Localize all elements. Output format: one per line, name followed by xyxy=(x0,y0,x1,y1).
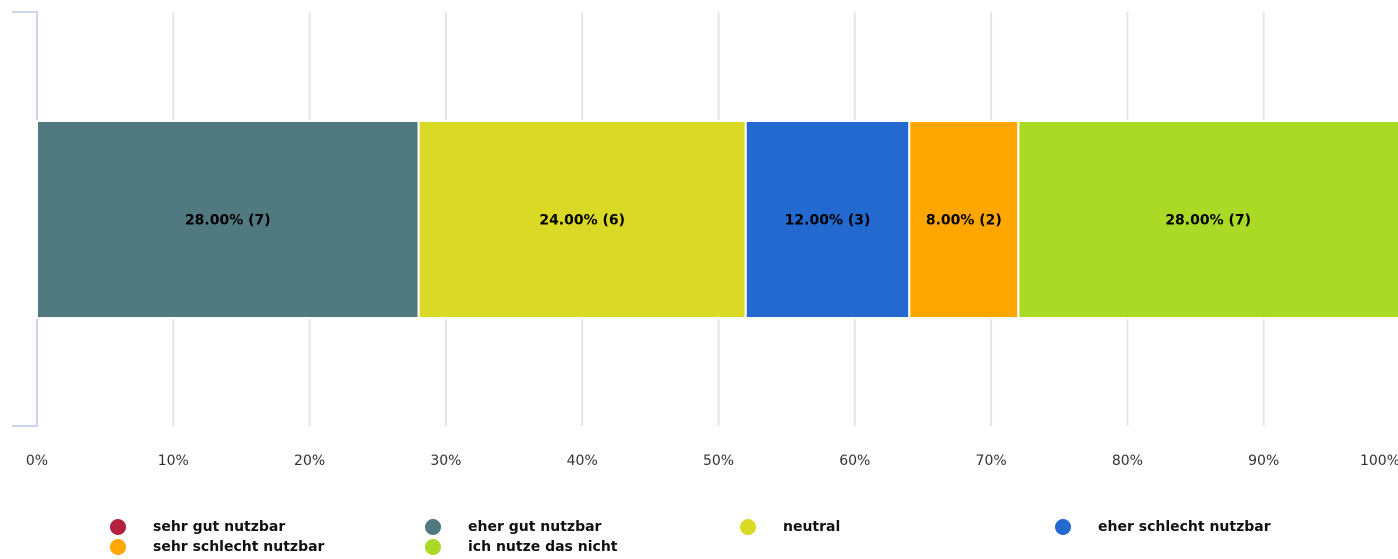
bar-segment[interactable] xyxy=(908,120,1020,319)
legend-item[interactable]: neutral xyxy=(740,517,840,537)
legend-item[interactable]: ich nutze das nicht xyxy=(425,537,617,557)
legend-label: sehr schlecht nutzbar xyxy=(153,539,325,555)
bar-segment[interactable] xyxy=(1017,120,1398,319)
legend-marker-icon xyxy=(110,539,126,555)
data-label: 24.00% (6) xyxy=(539,213,625,229)
legend-label: sehr gut nutzbar xyxy=(153,519,286,535)
bar-segments: 28.00% (7) 24.00% (6) 12.00% (3) 8.00% (2) 2… xyxy=(36,120,1398,319)
legend-marker-icon xyxy=(425,519,441,535)
data-label: 28.00% (7) xyxy=(185,213,271,229)
x-tick-label: 50% xyxy=(703,453,734,469)
data-label: 8.00% (2) xyxy=(926,213,1002,229)
legend-item[interactable]: sehr gut nutzbar xyxy=(110,517,285,537)
x-axis-tick-labels: 0% 10% 20% 30% 40% 50% 60% 70% 80% 90% 100% xyxy=(26,453,1398,469)
x-tick-label: 20% xyxy=(294,453,325,469)
legend-label: ich nutze das nicht xyxy=(468,539,618,555)
legend-label: eher gut nutzbar xyxy=(468,519,602,535)
bar-segment[interactable] xyxy=(417,120,747,319)
legend-marker-icon xyxy=(740,519,756,535)
legend-marker-icon xyxy=(425,539,441,555)
y-axis-bracket xyxy=(12,11,38,427)
x-tick-label: 30% xyxy=(430,453,461,469)
legend-item[interactable]: eher gut nutzbar xyxy=(425,517,601,537)
x-tick-label: 10% xyxy=(158,453,189,469)
legend-label: eher schlecht nutzbar xyxy=(1098,519,1271,535)
x-tick-label: 40% xyxy=(567,453,598,469)
x-tick-label: 90% xyxy=(1248,453,1279,469)
stacked-bar-chart: 28.00% (7) 24.00% (6) 12.00% (3) 8.00% (2) 2… xyxy=(12,11,1398,469)
legend-item[interactable]: sehr schlecht nutzbar xyxy=(110,537,324,557)
x-tick-label: 80% xyxy=(1112,453,1143,469)
data-label: 12.00% (3) xyxy=(785,213,871,229)
legend-label: neutral xyxy=(783,519,841,535)
bar-segment[interactable] xyxy=(744,120,911,319)
x-tick-label: 100% xyxy=(1360,453,1398,469)
legend-marker-icon xyxy=(110,519,126,535)
legend-marker-icon xyxy=(1055,519,1071,535)
x-tick-label: 70% xyxy=(976,453,1007,469)
x-tick-label: 60% xyxy=(839,453,870,469)
data-label: 28.00% (7) xyxy=(1165,213,1251,229)
legend-item[interactable]: eher schlecht nutzbar xyxy=(1055,517,1271,537)
x-tick-label: 0% xyxy=(26,453,48,469)
